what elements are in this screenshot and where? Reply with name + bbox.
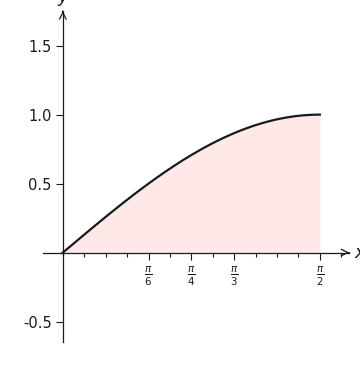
Text: x: x: [354, 244, 360, 262]
Text: y: y: [58, 0, 68, 6]
